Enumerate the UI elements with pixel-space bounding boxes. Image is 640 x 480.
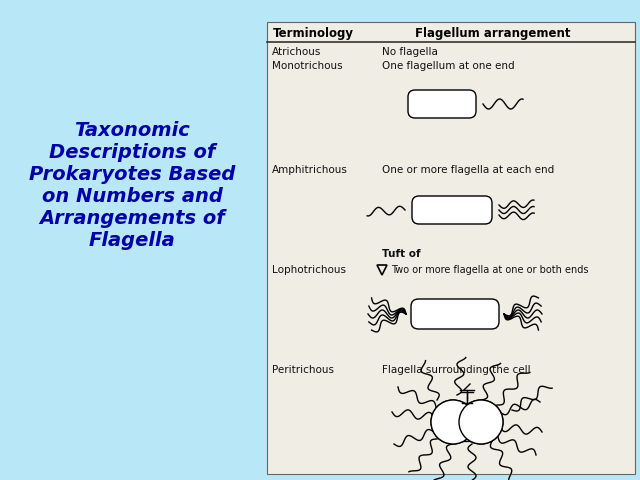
Text: Lophotrichous: Lophotrichous bbox=[272, 265, 346, 275]
Ellipse shape bbox=[431, 400, 475, 444]
Ellipse shape bbox=[459, 400, 503, 444]
Text: One or more flagella at each end: One or more flagella at each end bbox=[382, 165, 554, 175]
FancyBboxPatch shape bbox=[408, 90, 476, 118]
Text: Tuft of: Tuft of bbox=[382, 249, 420, 259]
Text: Flagella surrounding the cell: Flagella surrounding the cell bbox=[382, 365, 531, 375]
FancyBboxPatch shape bbox=[411, 299, 499, 329]
Text: One flagellum at one end: One flagellum at one end bbox=[382, 61, 515, 71]
Text: Two or more flagella at one or both ends: Two or more flagella at one or both ends bbox=[391, 265, 589, 275]
Text: Flagellum arrangement: Flagellum arrangement bbox=[415, 26, 570, 39]
Text: Taxonomic
Descriptions of
Prokaryotes Based
on Numbers and
Arrangements of
Flage: Taxonomic Descriptions of Prokaryotes Ba… bbox=[29, 120, 235, 250]
Text: Monotrichous: Monotrichous bbox=[272, 61, 342, 71]
FancyBboxPatch shape bbox=[412, 196, 492, 224]
Text: Peritrichous: Peritrichous bbox=[272, 365, 334, 375]
Ellipse shape bbox=[431, 400, 475, 444]
Ellipse shape bbox=[459, 400, 503, 444]
Text: No flagella: No flagella bbox=[382, 47, 438, 57]
Text: Terminology: Terminology bbox=[273, 26, 354, 39]
Bar bbox=[267, 22, 635, 474]
Text: Amphitrichous: Amphitrichous bbox=[272, 165, 348, 175]
Text: Atrichous: Atrichous bbox=[272, 47, 321, 57]
